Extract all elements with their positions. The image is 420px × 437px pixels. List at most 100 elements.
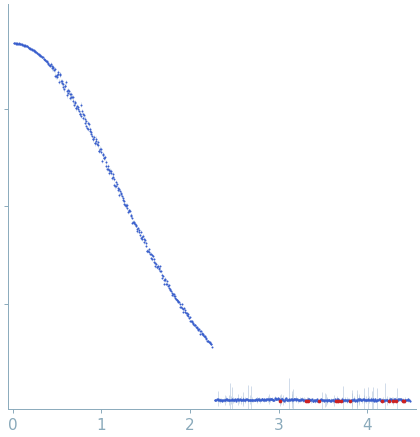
Point: [327, 397, 333, 404]
Point: [213, 397, 220, 404]
Point: [282, 395, 289, 402]
Point: [290, 397, 297, 404]
Point: [133, 222, 139, 229]
Point: [292, 396, 299, 403]
Point: [247, 396, 254, 403]
Point: [112, 183, 118, 190]
Point: [211, 397, 218, 404]
Point: [362, 397, 368, 404]
Point: [38, 53, 45, 60]
Point: [131, 220, 138, 227]
Point: [51, 66, 58, 73]
Point: [291, 395, 298, 402]
Point: [103, 162, 110, 169]
Point: [88, 128, 95, 135]
Point: [45, 60, 52, 67]
Point: [339, 396, 346, 403]
Point: [248, 396, 255, 403]
Point: [223, 396, 230, 403]
Point: [152, 260, 158, 267]
Point: [360, 396, 366, 403]
Point: [246, 396, 252, 403]
Point: [384, 397, 391, 404]
Point: [82, 119, 89, 126]
Point: [302, 396, 308, 403]
Point: [234, 396, 241, 403]
Point: [258, 395, 265, 402]
Point: [130, 218, 136, 225]
Point: [383, 396, 390, 403]
Point: [85, 120, 92, 127]
Point: [197, 327, 204, 334]
Point: [311, 396, 318, 403]
Point: [309, 397, 316, 404]
Point: [296, 397, 303, 404]
Point: [264, 395, 270, 402]
Point: [216, 397, 223, 404]
Point: [336, 397, 342, 404]
Point: [223, 396, 229, 403]
Point: [271, 395, 278, 402]
Point: [166, 285, 173, 292]
Point: [147, 250, 154, 257]
Point: [334, 397, 341, 404]
Point: [201, 332, 208, 339]
Point: [125, 208, 132, 215]
Point: [63, 88, 70, 95]
Point: [66, 91, 73, 98]
Point: [82, 122, 89, 129]
Point: [15, 40, 21, 47]
Point: [306, 396, 312, 403]
Point: [236, 397, 242, 404]
Point: [117, 188, 123, 195]
Point: [87, 128, 94, 135]
Point: [168, 289, 175, 296]
Point: [69, 98, 76, 105]
Point: [191, 322, 197, 329]
Point: [171, 295, 178, 302]
Point: [196, 326, 202, 333]
Point: [329, 396, 336, 403]
Point: [318, 396, 324, 403]
Point: [154, 263, 161, 270]
Point: [226, 396, 233, 403]
Point: [69, 93, 76, 100]
Point: [104, 163, 111, 170]
Point: [29, 46, 36, 53]
Point: [332, 397, 339, 404]
Point: [79, 114, 86, 121]
Point: [42, 57, 49, 64]
Point: [98, 149, 105, 156]
Point: [344, 397, 350, 404]
Point: [373, 397, 379, 404]
Point: [221, 396, 228, 403]
Point: [220, 397, 227, 404]
Point: [230, 397, 236, 404]
Point: [326, 397, 333, 404]
Point: [361, 395, 368, 402]
Point: [160, 276, 167, 283]
Point: [260, 396, 267, 403]
Point: [239, 397, 246, 404]
Point: [46, 61, 52, 68]
Point: [243, 395, 249, 402]
Point: [135, 225, 142, 232]
Point: [28, 46, 34, 53]
Point: [331, 397, 338, 404]
Point: [37, 52, 44, 59]
Point: [271, 396, 278, 403]
Point: [274, 395, 281, 402]
Point: [287, 396, 294, 403]
Point: [402, 397, 408, 404]
Point: [220, 396, 226, 403]
Point: [236, 395, 243, 402]
Point: [399, 396, 406, 403]
Point: [339, 396, 345, 403]
Point: [26, 45, 33, 52]
Point: [215, 396, 222, 403]
Point: [381, 396, 388, 403]
Point: [95, 139, 102, 146]
Point: [357, 396, 364, 403]
Point: [269, 396, 276, 403]
Point: [120, 195, 126, 202]
